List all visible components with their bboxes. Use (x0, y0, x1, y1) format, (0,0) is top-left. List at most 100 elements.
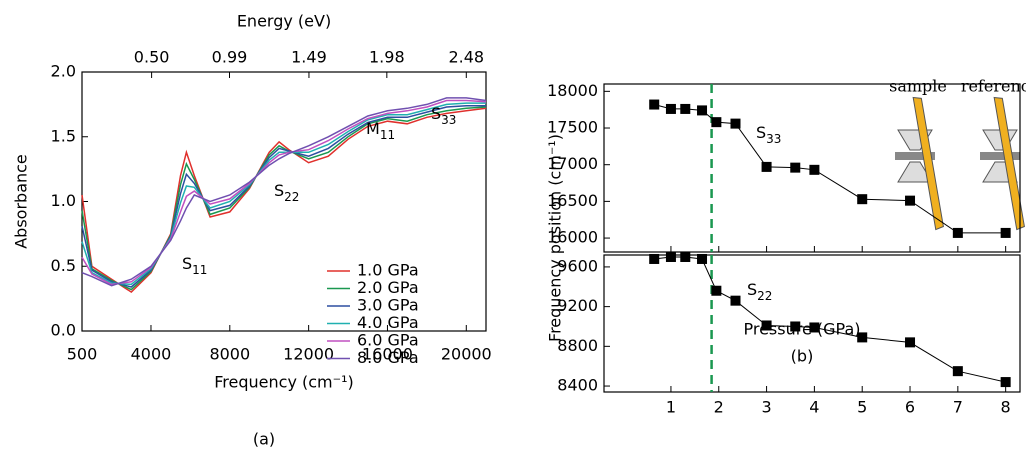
data-point (680, 251, 691, 262)
spectrum-line (81, 97, 487, 287)
annotation-sub: 11 (192, 263, 207, 277)
spectrum-line (81, 107, 487, 294)
inset-sample (895, 96, 944, 231)
annotation-sub: 33 (441, 113, 456, 127)
x-axis-label: Frequency (cm⁻¹) (214, 373, 353, 392)
y-tick-label: 16000 (547, 228, 598, 247)
data-point (809, 322, 820, 333)
annotation-main: S (431, 104, 441, 123)
x-tick-label: 20000 (441, 345, 492, 364)
y-tick-label: 9600 (557, 256, 598, 275)
series-label-main: S (747, 280, 757, 299)
x2-axis-label: Energy (eV) (237, 12, 331, 31)
annotation-sub: 11 (380, 128, 395, 142)
plot-frame (603, 83, 1021, 253)
x-axis-label: Pressure (GPa) (743, 320, 860, 339)
series-label: S22 (747, 280, 772, 303)
x2-tick-label: 0.99 (212, 48, 248, 67)
x2-tick-label: 1.49 (291, 48, 327, 67)
x2-tick-label: 0.50 (134, 48, 170, 67)
data-point (790, 321, 801, 332)
y-tick-label: 8800 (557, 336, 598, 355)
data-point (665, 251, 676, 262)
x-tick-label: 4 (809, 398, 819, 417)
x-tick-label: 8000 (209, 345, 250, 364)
x-tick-label: 500 (67, 345, 98, 364)
data-point (761, 320, 772, 331)
x-tick-label: 4000 (131, 345, 172, 364)
data-point (649, 253, 660, 264)
panel-label: (a) (253, 430, 275, 449)
data-point (790, 162, 801, 173)
y-tick-label: 9200 (557, 296, 598, 315)
series-label: S33 (756, 123, 781, 146)
data-point (905, 337, 916, 348)
y-tick-label: 2.0 (51, 62, 76, 81)
y-tick-label: 17000 (547, 154, 598, 173)
spectrum-line (81, 102, 486, 286)
legend-label: 8.0 GPa (357, 348, 419, 367)
x-tick-label: 8 (1001, 398, 1011, 417)
data-point (905, 195, 916, 206)
legend-label: 6.0 GPa (357, 331, 419, 350)
panel-label: (b) (791, 347, 814, 366)
data-point (711, 117, 722, 128)
annotation: S22 (274, 181, 299, 204)
inset-label: reference (961, 77, 1026, 96)
series-label-sub: 33 (766, 132, 781, 146)
data-point (649, 99, 660, 110)
data-point (697, 105, 708, 116)
trend-line (654, 104, 1006, 234)
data-point (809, 164, 820, 175)
legend-label: 3.0 GPa (357, 296, 419, 315)
x-tick-label: 5 (857, 398, 867, 417)
x-tick-label: 1 (666, 398, 676, 417)
annotation: M11 (366, 119, 395, 142)
x2-tick-label: 2.48 (448, 48, 484, 67)
data-point (680, 103, 691, 114)
data-point (1000, 227, 1011, 238)
y-tick-label: 18000 (547, 81, 598, 100)
annotation-main: M (366, 119, 380, 138)
x-tick-label: 2 (714, 398, 724, 417)
annotation: S33 (431, 104, 456, 127)
data-point (952, 366, 963, 377)
plot-frame (603, 254, 1021, 393)
data-point (665, 103, 676, 114)
annotation-main: S (274, 181, 284, 200)
y-tick-label: 1.0 (51, 191, 76, 210)
x-tick-label: 7 (953, 398, 963, 417)
inset-label: sample (889, 77, 947, 96)
data-point (730, 295, 741, 306)
annotation-sub: 22 (284, 190, 299, 204)
x-tick-label: 6 (905, 398, 915, 417)
data-point (730, 118, 741, 129)
spectrum-line (81, 104, 486, 288)
y-tick-label: 1.5 (51, 126, 76, 145)
y-tick-label: 8400 (557, 376, 598, 395)
inset-reference (980, 96, 1025, 231)
legend-label: 2.0 GPa (357, 278, 419, 297)
y-axis-label: Frequency position (cm⁻¹) (546, 134, 565, 342)
y-tick-label: 16500 (547, 191, 598, 210)
y-tick-label: 0.5 (51, 256, 76, 275)
annotation: S11 (182, 254, 207, 277)
x2-tick-label: 1.98 (369, 48, 405, 67)
data-point (697, 253, 708, 264)
y-tick-label: 17500 (547, 118, 598, 137)
data-point (857, 332, 868, 343)
series-label-main: S (756, 123, 766, 142)
data-point (711, 285, 722, 296)
data-point (952, 227, 963, 238)
data-point (761, 161, 772, 172)
spectrum-line (81, 99, 487, 286)
series-label-sub: 22 (757, 289, 772, 303)
y-tick-label: 0.0 (51, 321, 76, 340)
data-point (857, 194, 868, 205)
x-tick-label: 16000 (362, 345, 413, 364)
x-tick-label: 12000 (283, 345, 334, 364)
spectrum-line (81, 106, 487, 291)
annotation-main: S (182, 254, 192, 273)
data-point (1000, 377, 1011, 388)
